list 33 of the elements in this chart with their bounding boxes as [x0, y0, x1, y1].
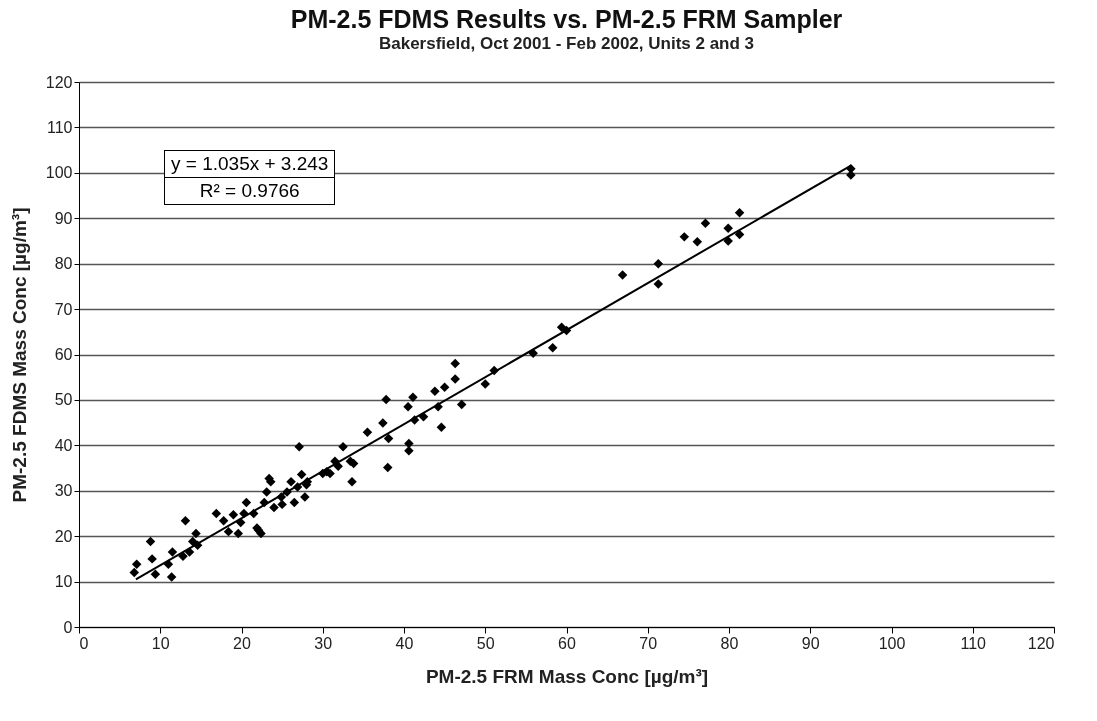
y-tick-label: 50 — [54, 391, 73, 409]
x-tick-label: 70 — [639, 634, 658, 652]
y-tick-label: 10 — [54, 573, 73, 591]
y-tick-label: 20 — [54, 527, 73, 545]
x-tick-label: 120 — [1027, 634, 1055, 652]
y-tick-label: 90 — [54, 209, 73, 227]
y-tick-label: 100 — [45, 164, 73, 182]
x-tick-label: 0 — [79, 634, 89, 652]
equation-box: y = 1.035x + 3.243 R² = 0.9766 — [164, 150, 336, 205]
annotation: y = 1.035x + 3.243 — [170, 152, 330, 176]
y-tick-label: 70 — [54, 300, 73, 318]
annotation: R² = 0.9766 — [165, 177, 335, 204]
x-tick-label: 100 — [878, 634, 906, 652]
x-tick-label: 60 — [558, 634, 576, 652]
x-tick-label: 90 — [801, 634, 820, 652]
chart-title: PM-2.5 FDMS Results vs. PM-2.5 FRM Sampler — [290, 5, 843, 33]
y-axis-title: PM-2.5 FDMS Mass Conc [µg/m³] — [8, 207, 30, 503]
x-tick-label: 40 — [395, 634, 414, 652]
y-tick-label: 120 — [45, 73, 73, 91]
x-tick-label: 30 — [314, 634, 333, 652]
x-tick-label: 10 — [151, 634, 170, 652]
chart-subtitle: Bakersfield, Oct 2001 - Feb 2002, Units 2 and 3 — [378, 34, 755, 53]
x-axis-title: PM-2.5 FRM Mass Conc [µg/m³] — [425, 665, 709, 687]
x-tick-label: 80 — [720, 634, 739, 652]
y-tick-label: 40 — [54, 436, 73, 454]
y-tick-label: 80 — [54, 255, 73, 273]
y-tick-label: 0 — [63, 618, 73, 636]
y-tick-label: 60 — [54, 346, 73, 363]
y-tick-label: 30 — [54, 482, 73, 500]
x-tick-label: 20 — [233, 634, 251, 652]
x-tick-label: 50 — [476, 634, 495, 652]
x-tick-label: 110 — [960, 634, 987, 652]
y-tick-label: 110 — [46, 118, 73, 136]
